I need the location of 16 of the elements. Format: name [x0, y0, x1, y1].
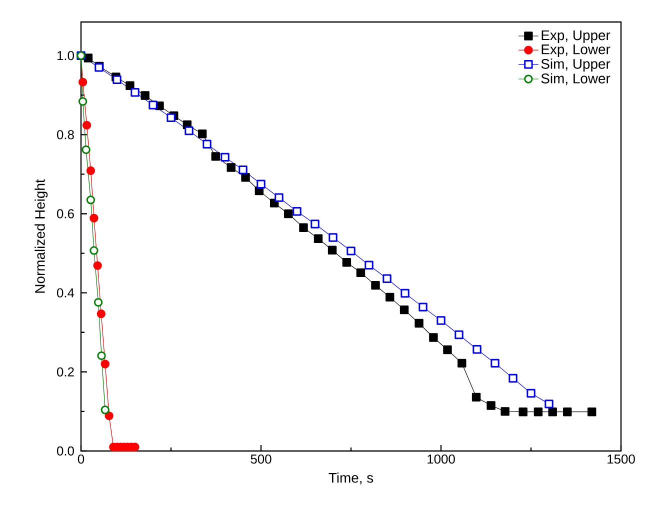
y-tick-label: 1.0	[57, 51, 74, 60]
y-tick-label: 0.2	[56, 367, 74, 376]
x-axis-title: Time, s	[328, 472, 374, 484]
x-tick-label: 1000	[428, 454, 455, 464]
y-tick-label: 0.4	[56, 288, 74, 298]
legend-label: Exp, Lower	[542, 44, 610, 58]
y-axis-title: Normalized Height	[34, 179, 48, 293]
legend-label: Exp, Upper	[542, 30, 610, 43]
legend-label: Sim, Lower	[541, 73, 610, 86]
y-tick-label: 0.8	[56, 130, 74, 140]
y-tick-label: 0.6	[56, 209, 74, 218]
x-tick-label: 0	[78, 454, 84, 464]
legend-label: Sim, Upper	[541, 58, 610, 72]
x-tick-label: 500	[250, 454, 272, 464]
x-tick-label: 1500	[608, 454, 635, 464]
y-tick-label: 0.0	[56, 446, 74, 456]
